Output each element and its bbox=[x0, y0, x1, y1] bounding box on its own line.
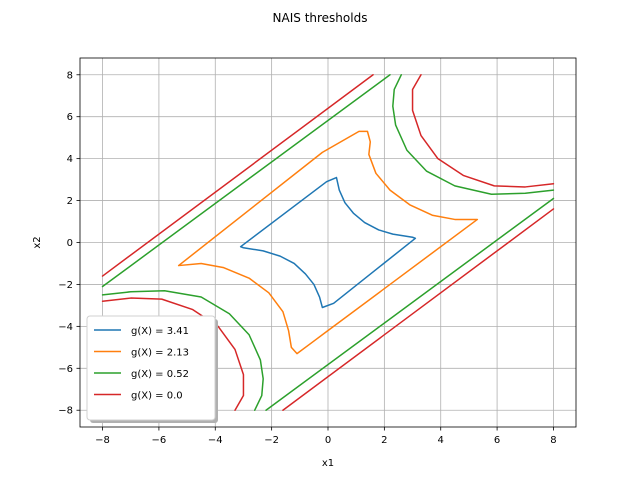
y-tick-label: 0 bbox=[67, 238, 73, 249]
series-1 bbox=[177, 130, 479, 355]
y-tick-label: 2 bbox=[67, 196, 73, 207]
x-tick-label: 6 bbox=[494, 435, 500, 446]
series-2 bbox=[101, 74, 555, 411]
y-axis-label: x2 bbox=[32, 236, 43, 248]
y-tick-label: −6 bbox=[58, 364, 73, 375]
x-tick-label: 4 bbox=[438, 435, 444, 446]
series-line bbox=[282, 208, 555, 411]
series-line bbox=[101, 74, 391, 288]
x-tick-label: −8 bbox=[95, 435, 110, 446]
plot-series bbox=[101, 74, 555, 411]
x-axis-ticks: −8 −6 −4 −2 0 2 4 6 8 bbox=[95, 427, 557, 446]
y-tick-label: 6 bbox=[67, 112, 73, 123]
series-line bbox=[101, 289, 264, 411]
x-tick-label: −2 bbox=[264, 435, 279, 446]
legend-entry: g(X) = 2.13 bbox=[131, 348, 189, 359]
series-line bbox=[101, 297, 245, 411]
series-line bbox=[265, 197, 555, 411]
series-line bbox=[239, 176, 417, 309]
y-axis-ticks: −8 −6 −4 −2 0 2 4 6 8 bbox=[58, 70, 80, 417]
series-line bbox=[411, 74, 555, 188]
y-tick-label: 8 bbox=[67, 70, 73, 81]
x-axis-label: x1 bbox=[322, 458, 334, 469]
x-tick-label: −6 bbox=[152, 435, 167, 446]
y-tick-label: 4 bbox=[67, 154, 73, 165]
legend-entry: g(X) = 0.0 bbox=[131, 391, 183, 402]
series-line bbox=[101, 74, 374, 277]
series-0 bbox=[239, 176, 417, 309]
series-line bbox=[177, 130, 479, 355]
y-tick-label: −8 bbox=[58, 406, 73, 417]
chart-title: NAIS thresholds bbox=[273, 11, 368, 25]
x-tick-label: 2 bbox=[381, 435, 387, 446]
x-tick-label: −4 bbox=[208, 435, 223, 446]
x-tick-label: 8 bbox=[550, 435, 556, 446]
legend-entry: g(X) = 3.41 bbox=[131, 326, 189, 337]
legend: g(X) = 3.41 g(X) = 2.13 g(X) = 0.52 g(X) = … bbox=[86, 315, 218, 423]
series-3 bbox=[101, 74, 555, 411]
y-tick-label: −2 bbox=[58, 280, 73, 291]
x-tick-label: 0 bbox=[325, 435, 331, 446]
series-line bbox=[392, 74, 555, 196]
y-tick-label: −4 bbox=[58, 322, 73, 333]
legend-entry: g(X) = 0.52 bbox=[131, 369, 189, 380]
